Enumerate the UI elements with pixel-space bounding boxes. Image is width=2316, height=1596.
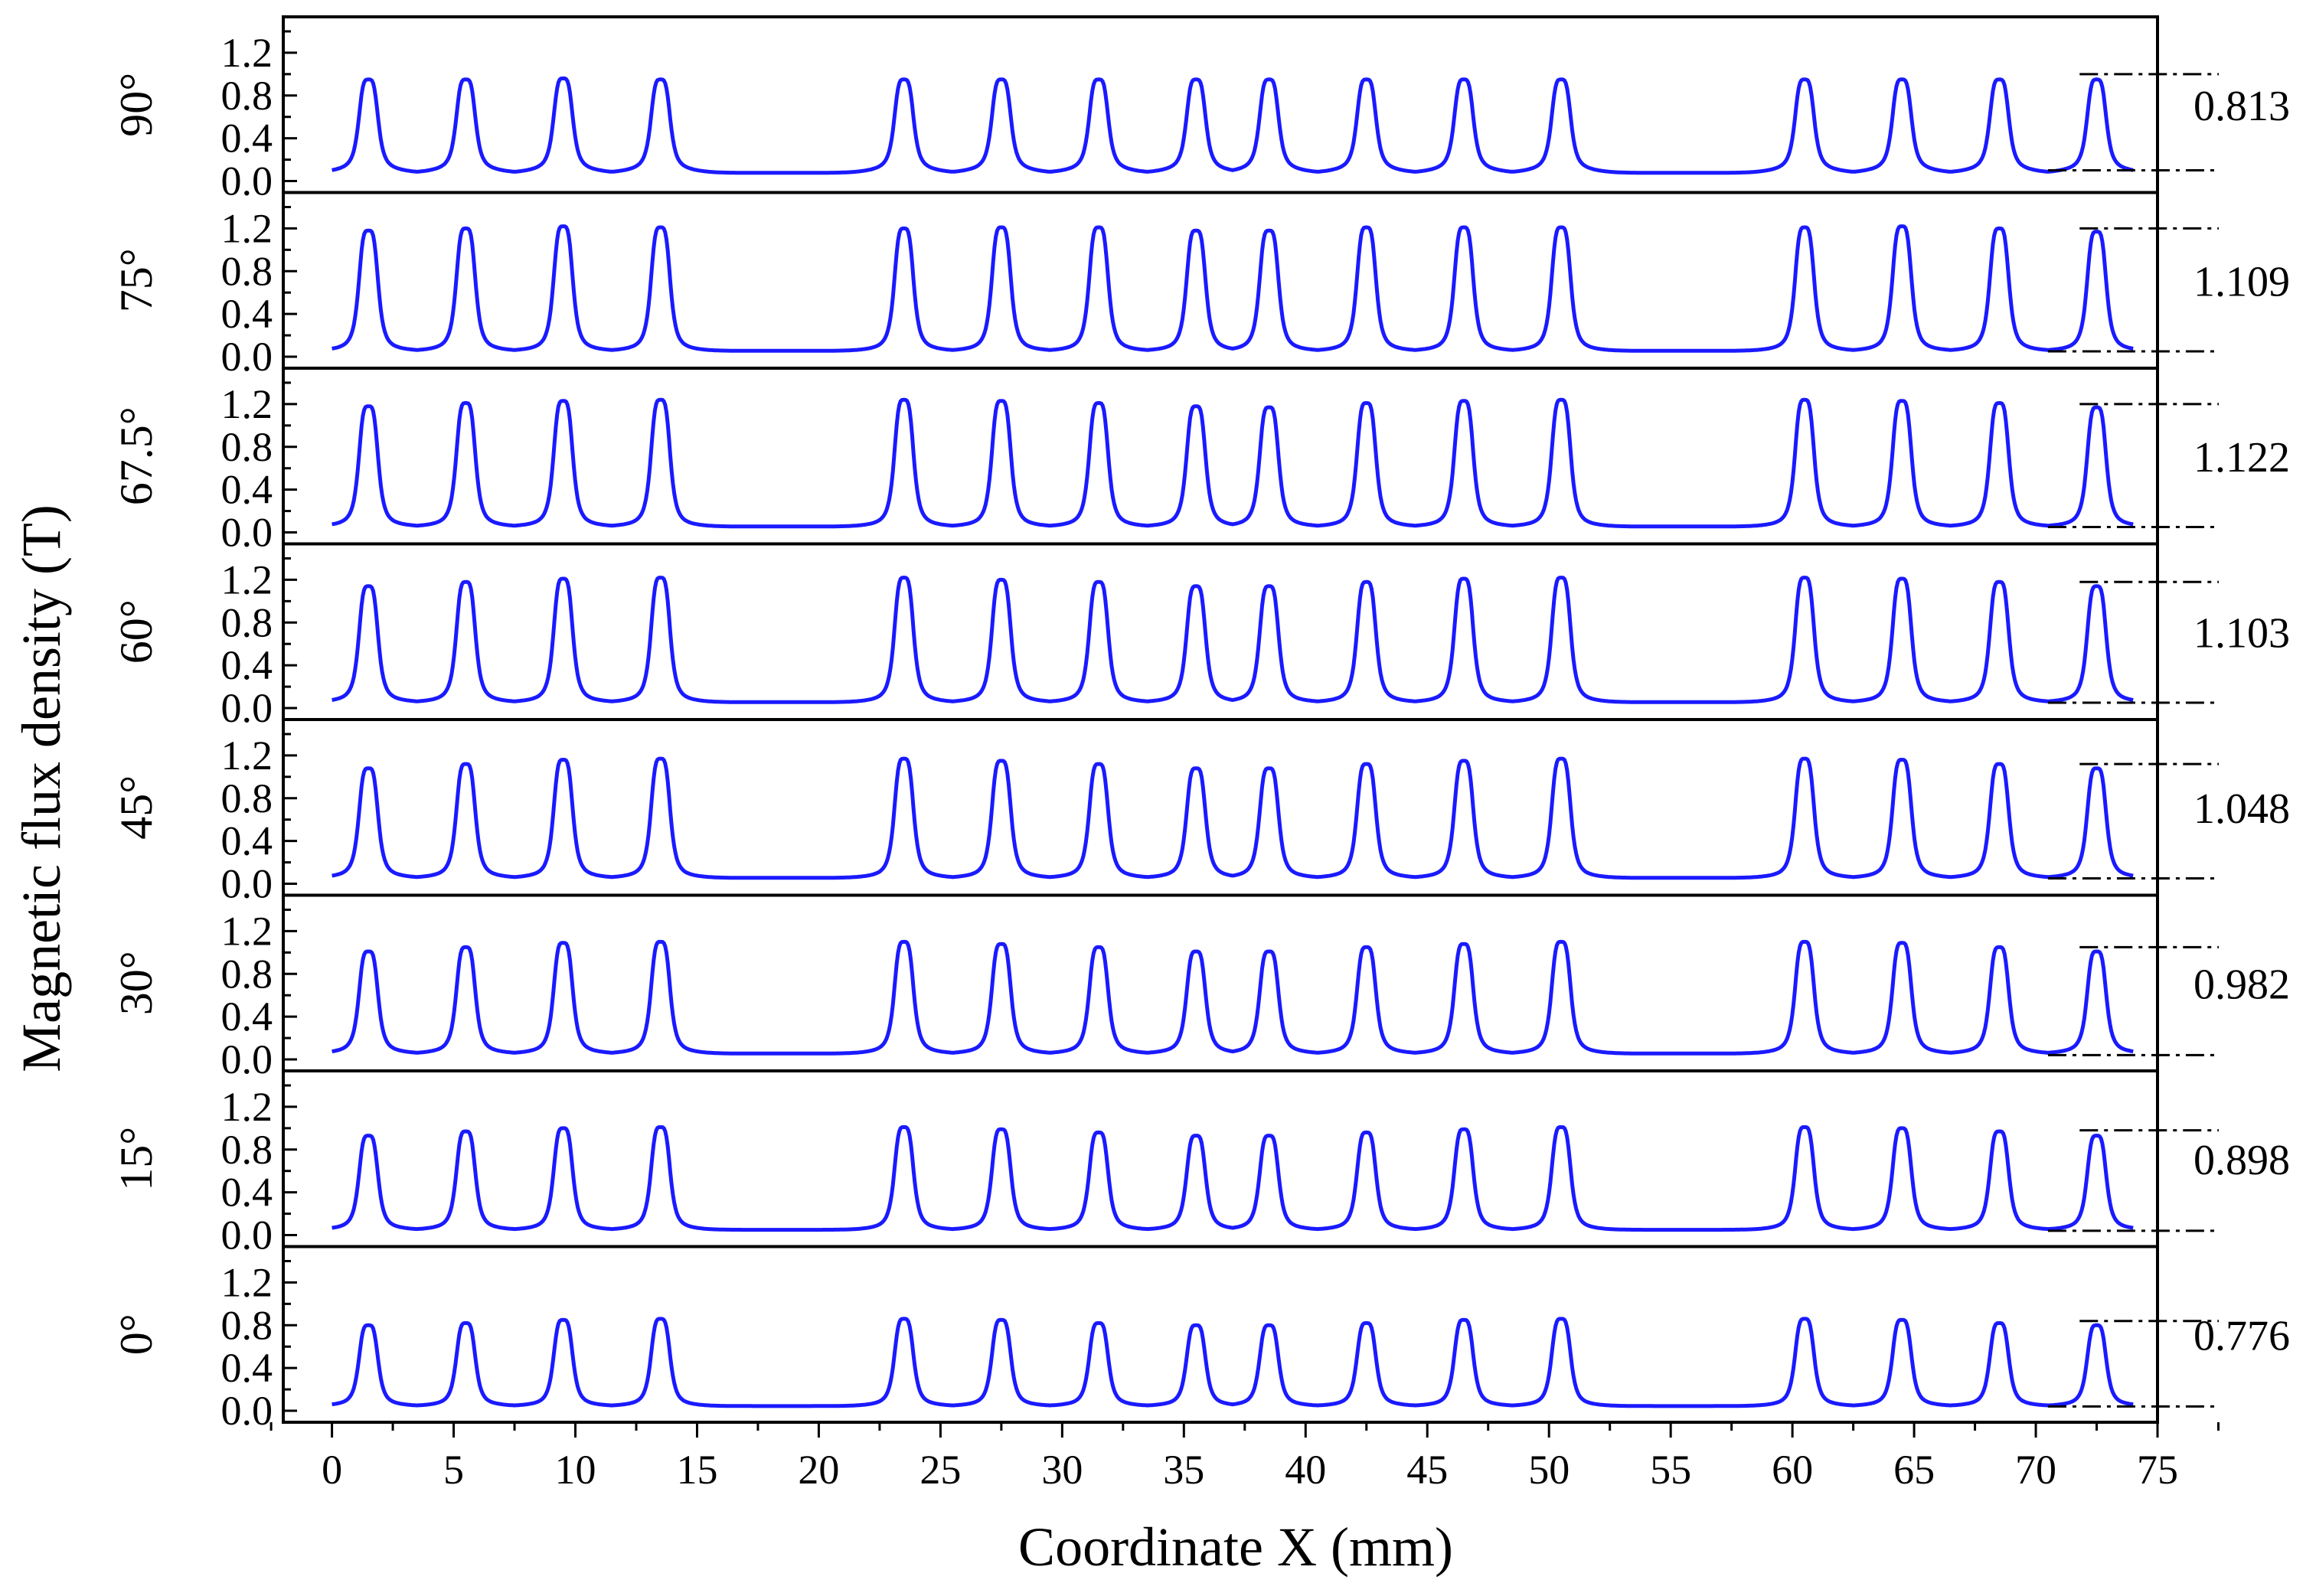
x-tick-label: 40: [1285, 1447, 1326, 1493]
x-tick-label: 10: [555, 1447, 596, 1493]
angle-label: 30°: [111, 951, 162, 1015]
y-tick-label: 0.8: [221, 599, 273, 645]
y-tick-label: 0.8: [221, 73, 273, 119]
panel-0: 0.00.40.81.2 90° 0.813: [111, 15, 2290, 204]
panel-4: 0.00.40.81.2 45° 1.048: [111, 718, 2290, 907]
x-tick-label: 45: [1406, 1447, 1448, 1493]
amplitude-label: 1.109: [2194, 258, 2290, 305]
y-tick-label: 0.8: [221, 951, 273, 997]
flux-density-series: [332, 1125, 2134, 1232]
y-tick-label: 0.0: [221, 158, 273, 204]
y-tick-label: 1.2: [221, 205, 273, 251]
x-axis: 0 5 10 15 20 25 30 35 40 45 50 55 60 65 70 75: [269, 1422, 2220, 1493]
y-tick-label: 1.2: [221, 556, 273, 602]
panel-1: 0.00.40.81.2 75° 1.109: [111, 191, 2290, 380]
angle-label: 60°: [111, 599, 162, 664]
y-tick-label: 0.8: [221, 424, 273, 470]
panel-7: 0.00.40.81.2 0° 0.776: [111, 1245, 2290, 1434]
y-tick-label: 0.8: [221, 248, 273, 294]
y-tick-label: 1.2: [221, 908, 273, 954]
angle-label: 67.5°: [111, 406, 162, 505]
y-tick-label: 0.0: [221, 334, 273, 380]
panel-frame: [282, 191, 2159, 370]
y-tick-label: 1.2: [221, 733, 273, 778]
panel-frame: [282, 893, 2159, 1072]
x-tick-label: 25: [920, 1447, 961, 1493]
y-tick-label: 1.2: [221, 381, 273, 427]
amplitude-label: 0.776: [2194, 1312, 2290, 1359]
y-tick-label: 0.4: [221, 116, 273, 162]
flux-density-series: [332, 756, 2134, 880]
x-tick-label: 15: [676, 1447, 717, 1493]
amplitude-label: 0.898: [2194, 1137, 2290, 1184]
angle-label: 0°: [111, 1314, 162, 1355]
flux-density-series: [332, 224, 2134, 353]
flux-density-series: [332, 1317, 2134, 1408]
y-tick-label: 1.2: [221, 30, 273, 76]
angle-label: 90°: [111, 73, 162, 137]
y-tick-label: 0.0: [221, 510, 273, 556]
y-axis-title: Magnetic flux density (T): [11, 504, 72, 1072]
x-tick-label: 65: [1893, 1447, 1935, 1493]
x-tick-label: 55: [1650, 1447, 1691, 1493]
y-tick-label: 0.4: [221, 1170, 273, 1216]
flux-density-series: [332, 76, 2134, 175]
panel-3: 0.00.40.81.2 60° 1.103: [111, 542, 2290, 731]
x-tick-label: 35: [1163, 1447, 1204, 1493]
y-tick-label: 0.4: [221, 291, 273, 337]
angle-label: 45°: [111, 775, 162, 840]
angle-label: 75°: [111, 248, 162, 312]
y-tick-label: 0.8: [221, 1302, 273, 1348]
x-tick-label: 5: [443, 1447, 464, 1493]
y-tick-label: 1.2: [221, 1084, 273, 1130]
panel-frame: [282, 1069, 2159, 1248]
y-tick-label: 1.2: [221, 1259, 273, 1305]
flux-density-series: [332, 939, 2134, 1056]
y-tick-label: 0.0: [221, 1213, 273, 1258]
y-tick-label: 0.0: [221, 1036, 273, 1082]
amplitude-label: 1.048: [2194, 785, 2290, 833]
y-tick-label: 0.4: [221, 642, 273, 688]
y-tick-label: 0.4: [221, 818, 273, 864]
x-tick-label: 70: [2015, 1447, 2056, 1493]
y-tick-label: 0.0: [221, 1388, 273, 1434]
flux-density-series: [332, 397, 2134, 529]
x-tick-label: 20: [798, 1447, 839, 1493]
y-tick-label: 0.0: [221, 861, 273, 907]
amplitude-label: 0.813: [2194, 83, 2290, 130]
x-tick-label: 0: [322, 1447, 342, 1493]
x-tick-label: 75: [2137, 1447, 2178, 1493]
y-tick-label: 0.8: [221, 1127, 273, 1173]
panel-5: 0.00.40.81.2 30° 0.982: [111, 893, 2290, 1082]
x-tick-label: 60: [1772, 1447, 1813, 1493]
angle-label: 15°: [111, 1127, 162, 1191]
amplitude-label: 0.982: [2194, 961, 2290, 1008]
flux-density-series: [332, 576, 2134, 704]
panel-frame: [282, 1245, 2159, 1424]
x-tick-label: 50: [1528, 1447, 1570, 1493]
panel-2: 0.00.40.81.2 67.5° 1.122: [111, 367, 2290, 556]
panel-6: 0.00.40.81.2 15° 0.898: [111, 1069, 2290, 1258]
panel-frame: [282, 542, 2159, 721]
y-tick-label: 0.0: [221, 685, 273, 731]
y-tick-label: 0.4: [221, 1345, 273, 1391]
amplitude-label: 1.122: [2194, 434, 2290, 481]
y-tick-label: 0.4: [221, 994, 273, 1040]
amplitude-label: 1.103: [2194, 609, 2290, 657]
y-tick-label: 0.8: [221, 775, 273, 821]
panel-frame: [282, 718, 2159, 897]
x-tick-label: 30: [1041, 1447, 1083, 1493]
y-tick-label: 0.4: [221, 467, 273, 513]
x-axis-title: Coordinate X (mm): [1018, 1516, 1453, 1578]
panel-frame: [282, 367, 2159, 546]
